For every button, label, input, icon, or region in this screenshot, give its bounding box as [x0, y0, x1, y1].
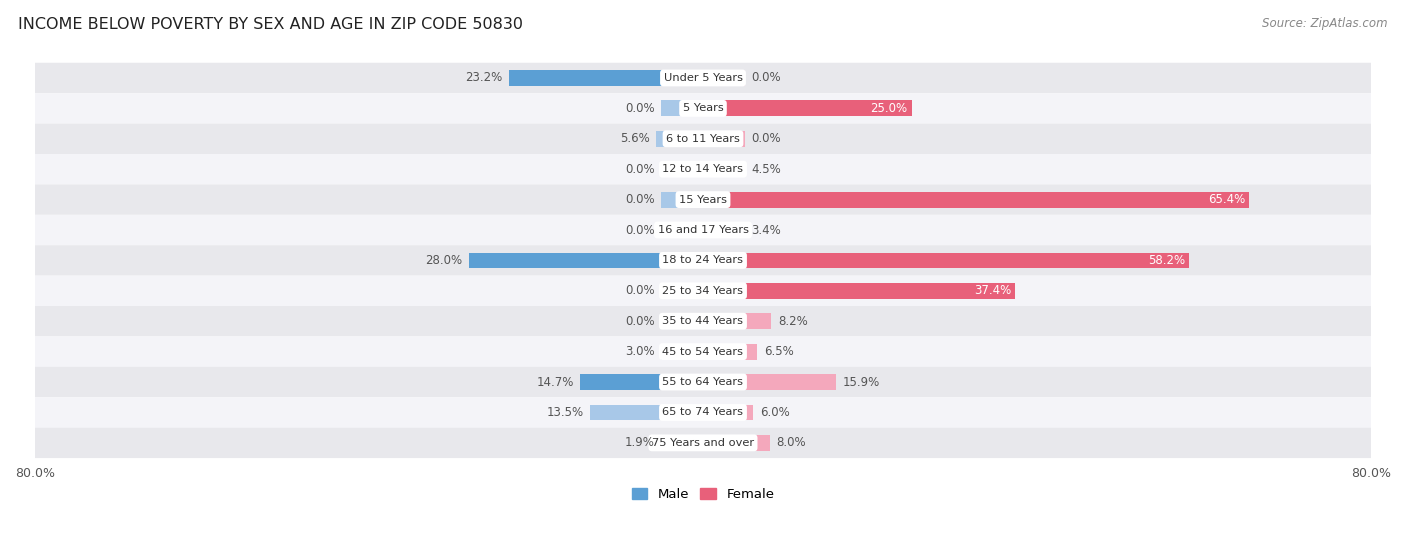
Bar: [470, 253, 703, 268]
Text: 75 Years and over: 75 Years and over: [652, 438, 754, 448]
Bar: [657, 131, 703, 146]
Text: 0.0%: 0.0%: [751, 72, 782, 84]
Text: 18 to 24 Years: 18 to 24 Years: [662, 255, 744, 266]
Text: 1.9%: 1.9%: [624, 437, 655, 449]
Bar: [703, 101, 911, 116]
Text: 55 to 64 Years: 55 to 64 Years: [662, 377, 744, 387]
FancyBboxPatch shape: [35, 367, 1371, 397]
Bar: [703, 253, 1189, 268]
Text: 5.6%: 5.6%: [620, 132, 650, 145]
Bar: [703, 283, 1015, 299]
Text: 37.4%: 37.4%: [974, 285, 1011, 297]
FancyBboxPatch shape: [35, 184, 1371, 215]
Bar: [661, 101, 703, 116]
FancyBboxPatch shape: [35, 63, 1371, 93]
Bar: [581, 374, 703, 390]
Text: 5 Years: 5 Years: [683, 103, 723, 113]
Text: 8.2%: 8.2%: [778, 315, 808, 328]
Text: 13.5%: 13.5%: [547, 406, 583, 419]
Bar: [703, 162, 745, 177]
Text: 12 to 14 Years: 12 to 14 Years: [662, 164, 744, 174]
FancyBboxPatch shape: [35, 276, 1371, 306]
Text: 0.0%: 0.0%: [624, 193, 655, 206]
FancyBboxPatch shape: [35, 215, 1371, 245]
Text: 28.0%: 28.0%: [426, 254, 463, 267]
Text: 14.7%: 14.7%: [536, 376, 574, 389]
Text: 25.0%: 25.0%: [870, 102, 908, 115]
Text: 8.0%: 8.0%: [776, 437, 806, 449]
Text: 65 to 74 Years: 65 to 74 Years: [662, 408, 744, 418]
Text: 15 Years: 15 Years: [679, 195, 727, 205]
Bar: [703, 70, 745, 86]
Bar: [703, 131, 745, 146]
FancyBboxPatch shape: [35, 124, 1371, 154]
FancyBboxPatch shape: [35, 397, 1371, 428]
FancyBboxPatch shape: [35, 337, 1371, 367]
Text: 6.5%: 6.5%: [763, 345, 794, 358]
Bar: [703, 405, 754, 420]
Legend: Male, Female: Male, Female: [626, 483, 780, 506]
Text: 0.0%: 0.0%: [624, 285, 655, 297]
Bar: [661, 283, 703, 299]
Bar: [661, 162, 703, 177]
Text: 0.0%: 0.0%: [624, 163, 655, 176]
Text: 0.0%: 0.0%: [624, 315, 655, 328]
Text: 45 to 54 Years: 45 to 54 Years: [662, 347, 744, 357]
Text: Under 5 Years: Under 5 Years: [664, 73, 742, 83]
Bar: [661, 314, 703, 329]
Text: 23.2%: 23.2%: [465, 72, 502, 84]
FancyBboxPatch shape: [35, 154, 1371, 184]
Bar: [509, 70, 703, 86]
Text: Source: ZipAtlas.com: Source: ZipAtlas.com: [1263, 17, 1388, 30]
Text: 58.2%: 58.2%: [1147, 254, 1185, 267]
Bar: [703, 435, 770, 451]
Bar: [703, 192, 1249, 207]
Bar: [591, 405, 703, 420]
FancyBboxPatch shape: [35, 245, 1371, 276]
Text: INCOME BELOW POVERTY BY SEX AND AGE IN ZIP CODE 50830: INCOME BELOW POVERTY BY SEX AND AGE IN Z…: [18, 17, 523, 32]
Text: 16 and 17 Years: 16 and 17 Years: [658, 225, 748, 235]
Bar: [661, 192, 703, 207]
Bar: [661, 435, 703, 451]
Text: 15.9%: 15.9%: [842, 376, 880, 389]
FancyBboxPatch shape: [35, 428, 1371, 458]
Bar: [703, 314, 772, 329]
Text: 4.5%: 4.5%: [751, 163, 782, 176]
Text: 3.0%: 3.0%: [624, 345, 655, 358]
Bar: [661, 222, 703, 238]
FancyBboxPatch shape: [35, 93, 1371, 124]
Text: 0.0%: 0.0%: [624, 224, 655, 236]
Text: 3.4%: 3.4%: [751, 224, 782, 236]
FancyBboxPatch shape: [35, 306, 1371, 337]
Text: 6.0%: 6.0%: [759, 406, 790, 419]
Text: 0.0%: 0.0%: [751, 132, 782, 145]
Bar: [661, 344, 703, 359]
Text: 6 to 11 Years: 6 to 11 Years: [666, 134, 740, 144]
Bar: [703, 374, 835, 390]
Text: 0.0%: 0.0%: [624, 102, 655, 115]
Text: 35 to 44 Years: 35 to 44 Years: [662, 316, 744, 326]
Bar: [703, 222, 745, 238]
Text: 65.4%: 65.4%: [1208, 193, 1244, 206]
Text: 25 to 34 Years: 25 to 34 Years: [662, 286, 744, 296]
Bar: [703, 344, 758, 359]
